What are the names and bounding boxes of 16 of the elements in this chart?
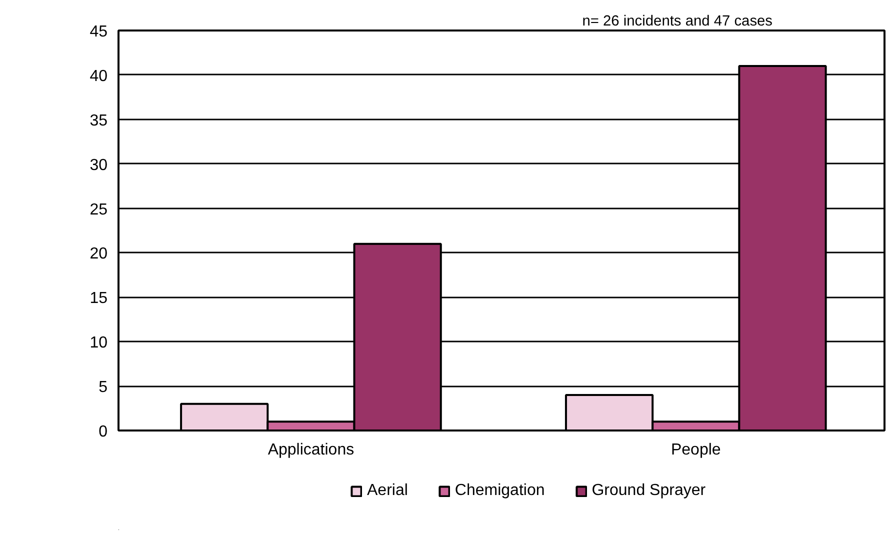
y-tick-label: 35 xyxy=(90,112,108,130)
y-tick-label: 25 xyxy=(90,201,108,218)
y-tick-label: 40 xyxy=(90,68,108,85)
text: n= 26 incidents and 47 cases xyxy=(582,14,773,30)
x-tick-label: Applications xyxy=(268,442,354,458)
legend-label: Chemigation xyxy=(454,482,545,500)
x-tick-label: People xyxy=(670,442,721,458)
legend-label: Aerial xyxy=(367,482,408,500)
y-tick-label: 45 xyxy=(90,24,108,40)
y-tick-label: 0 xyxy=(98,424,108,440)
y-tick-label: 20 xyxy=(90,246,108,263)
y-tick-label: 30 xyxy=(90,156,108,174)
y-tick-label: 10 xyxy=(90,334,108,352)
y-tick-label: 15 xyxy=(90,290,108,308)
legend-label: Ground Sprayer xyxy=(592,482,706,500)
y-tick-label: 5 xyxy=(98,379,108,396)
